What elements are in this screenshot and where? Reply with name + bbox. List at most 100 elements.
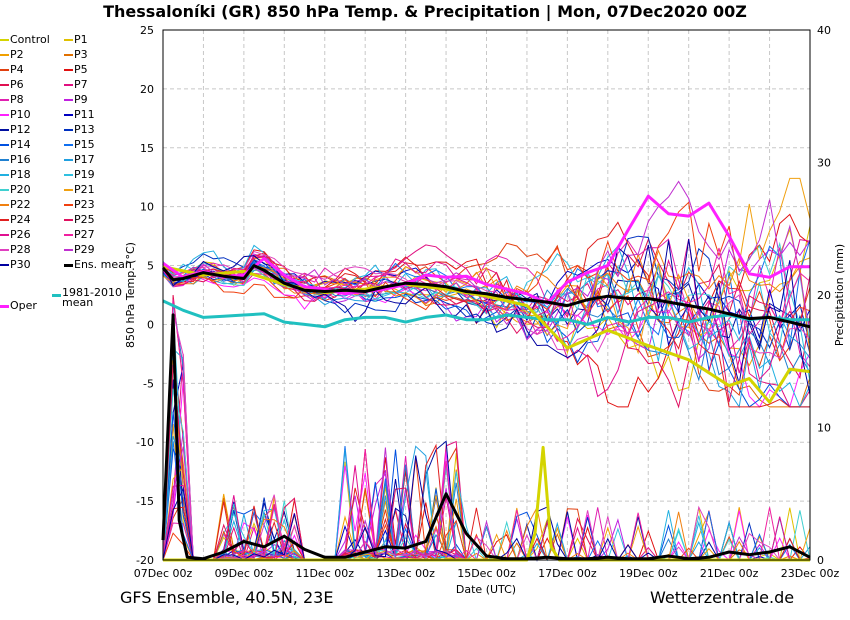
legend-swatch [64,159,73,161]
legend-item: P21 [64,183,95,196]
legend-swatch [0,204,9,206]
legend-item: P17 [64,153,95,166]
temp-line-1981-2010-mean [162,299,810,329]
x-axis-label: Date (UTC) [456,583,516,596]
legend-swatch [64,54,73,56]
plot-frame [162,29,811,561]
member-temp-line [162,238,811,398]
legend-swatch [64,249,73,251]
legend-item: Oper [0,299,37,312]
x-tick-label: 13Dec 00z [376,567,435,580]
precip-line-ens-mean [161,313,811,561]
legend-label: P23 [74,198,95,211]
legend-item: Control [0,33,50,46]
legend-item: P20 [0,183,31,196]
legend-item: P13 [64,123,95,136]
y2-tick-label: 40 [817,24,831,37]
legend-swatch [64,84,73,86]
legend-item: P9 [64,93,88,106]
legend-label: 1981-2010 mean [62,286,122,309]
legend-swatch [0,264,9,266]
x-tick-label: 11Dec 00z [295,567,354,580]
legend-swatch [0,69,9,71]
legend-item: P28 [0,243,31,256]
member-temp-line [162,249,811,355]
x-tick-label: 19Dec 00z [619,567,678,580]
legend-item: P2 [0,48,24,61]
legend-label: P1 [74,33,88,46]
member-temp-line [162,266,811,409]
legend-swatch [0,189,9,191]
legend-swatch [0,114,9,116]
legend-swatch [0,39,9,41]
legend-label: P6 [10,78,24,91]
legend-swatch [0,174,9,176]
legend-swatch [64,39,73,41]
legend-item: P6 [0,78,24,91]
legend-swatch [0,234,9,236]
x-tick-label: 21Dec 00z [700,567,759,580]
legend-swatch [0,99,9,101]
legend-item: P11 [64,108,95,121]
legend-swatch [64,263,73,267]
legend-item: P26 [0,228,31,241]
legend-item: P25 [64,213,95,226]
legend-item: P3 [64,48,88,61]
y-tick-label: -10 [136,436,154,449]
legend-item: P10 [0,108,31,121]
legend-label: P12 [10,123,31,136]
legend-label: Oper [10,299,37,312]
legend-label: P7 [74,78,88,91]
member-precip-line [162,312,810,562]
member-temp-line [162,201,811,361]
legend-label: P28 [10,243,31,256]
legend-item: P1 [64,33,88,46]
y-tick-label: 10 [140,201,154,214]
x-tick-label: 07Dec 00z [134,567,193,580]
y-tick-label: -5 [143,377,154,390]
legend-swatch [64,99,73,101]
legend-swatch [64,234,73,236]
legend-swatch [64,69,73,71]
legend-item: P14 [0,138,31,151]
legend-item: P5 [64,63,88,76]
y-axis-label: 850 hPa Temp. (°C) [124,242,137,348]
legend-swatch [0,144,9,146]
legend-swatch [64,219,73,221]
legend-item: P16 [0,153,31,166]
y2-tick-label: 30 [817,157,831,170]
legend-item: P4 [0,63,24,76]
legend-label: P15 [74,138,95,151]
y2-tick-label: 10 [817,422,831,435]
axes: 25 20 15 10 5 0 -5 -10 -15 -20 40 30 20 10 0 07Dec 00z 0… [134,24,840,580]
legend-label: P30 [10,258,31,271]
legend-item: P7 [64,78,88,91]
legend-label: P13 [74,123,95,136]
y-tick-label: 15 [140,142,154,155]
legend-item: P19 [64,168,95,181]
legend-swatch [0,249,9,251]
temp-line-oper [162,194,810,305]
x-tick-label: 09Dec 00z [215,567,274,580]
legend-item: P30 [0,258,31,271]
legend-item: P29 [64,243,95,256]
y-tick-label: -20 [136,554,154,567]
x-tick-label: 17Dec 00z [538,567,597,580]
legend-item: P22 [0,198,31,211]
member-temp-line [162,259,810,408]
legend-swatch [52,293,61,297]
legend-label: P4 [10,63,24,76]
y2-tick-label: 20 [817,289,831,302]
legend-item: P18 [0,168,31,181]
legend-label: P21 [74,183,95,196]
legend-label: P29 [74,243,95,256]
legend-label: P10 [10,108,31,121]
legend-label: P22 [10,198,31,211]
legend-label: P16 [10,153,31,166]
legend: Control P1 P2 P3 P4 P5 P6 P7 P8 P9 P10 P11 P12 P13 P14… [0,33,140,323]
legend-swatch [64,144,73,146]
x-tick-label: 15Dec 00z [457,567,516,580]
legend-label: Ens. mean [74,258,132,271]
legend-label: P26 [10,228,31,241]
